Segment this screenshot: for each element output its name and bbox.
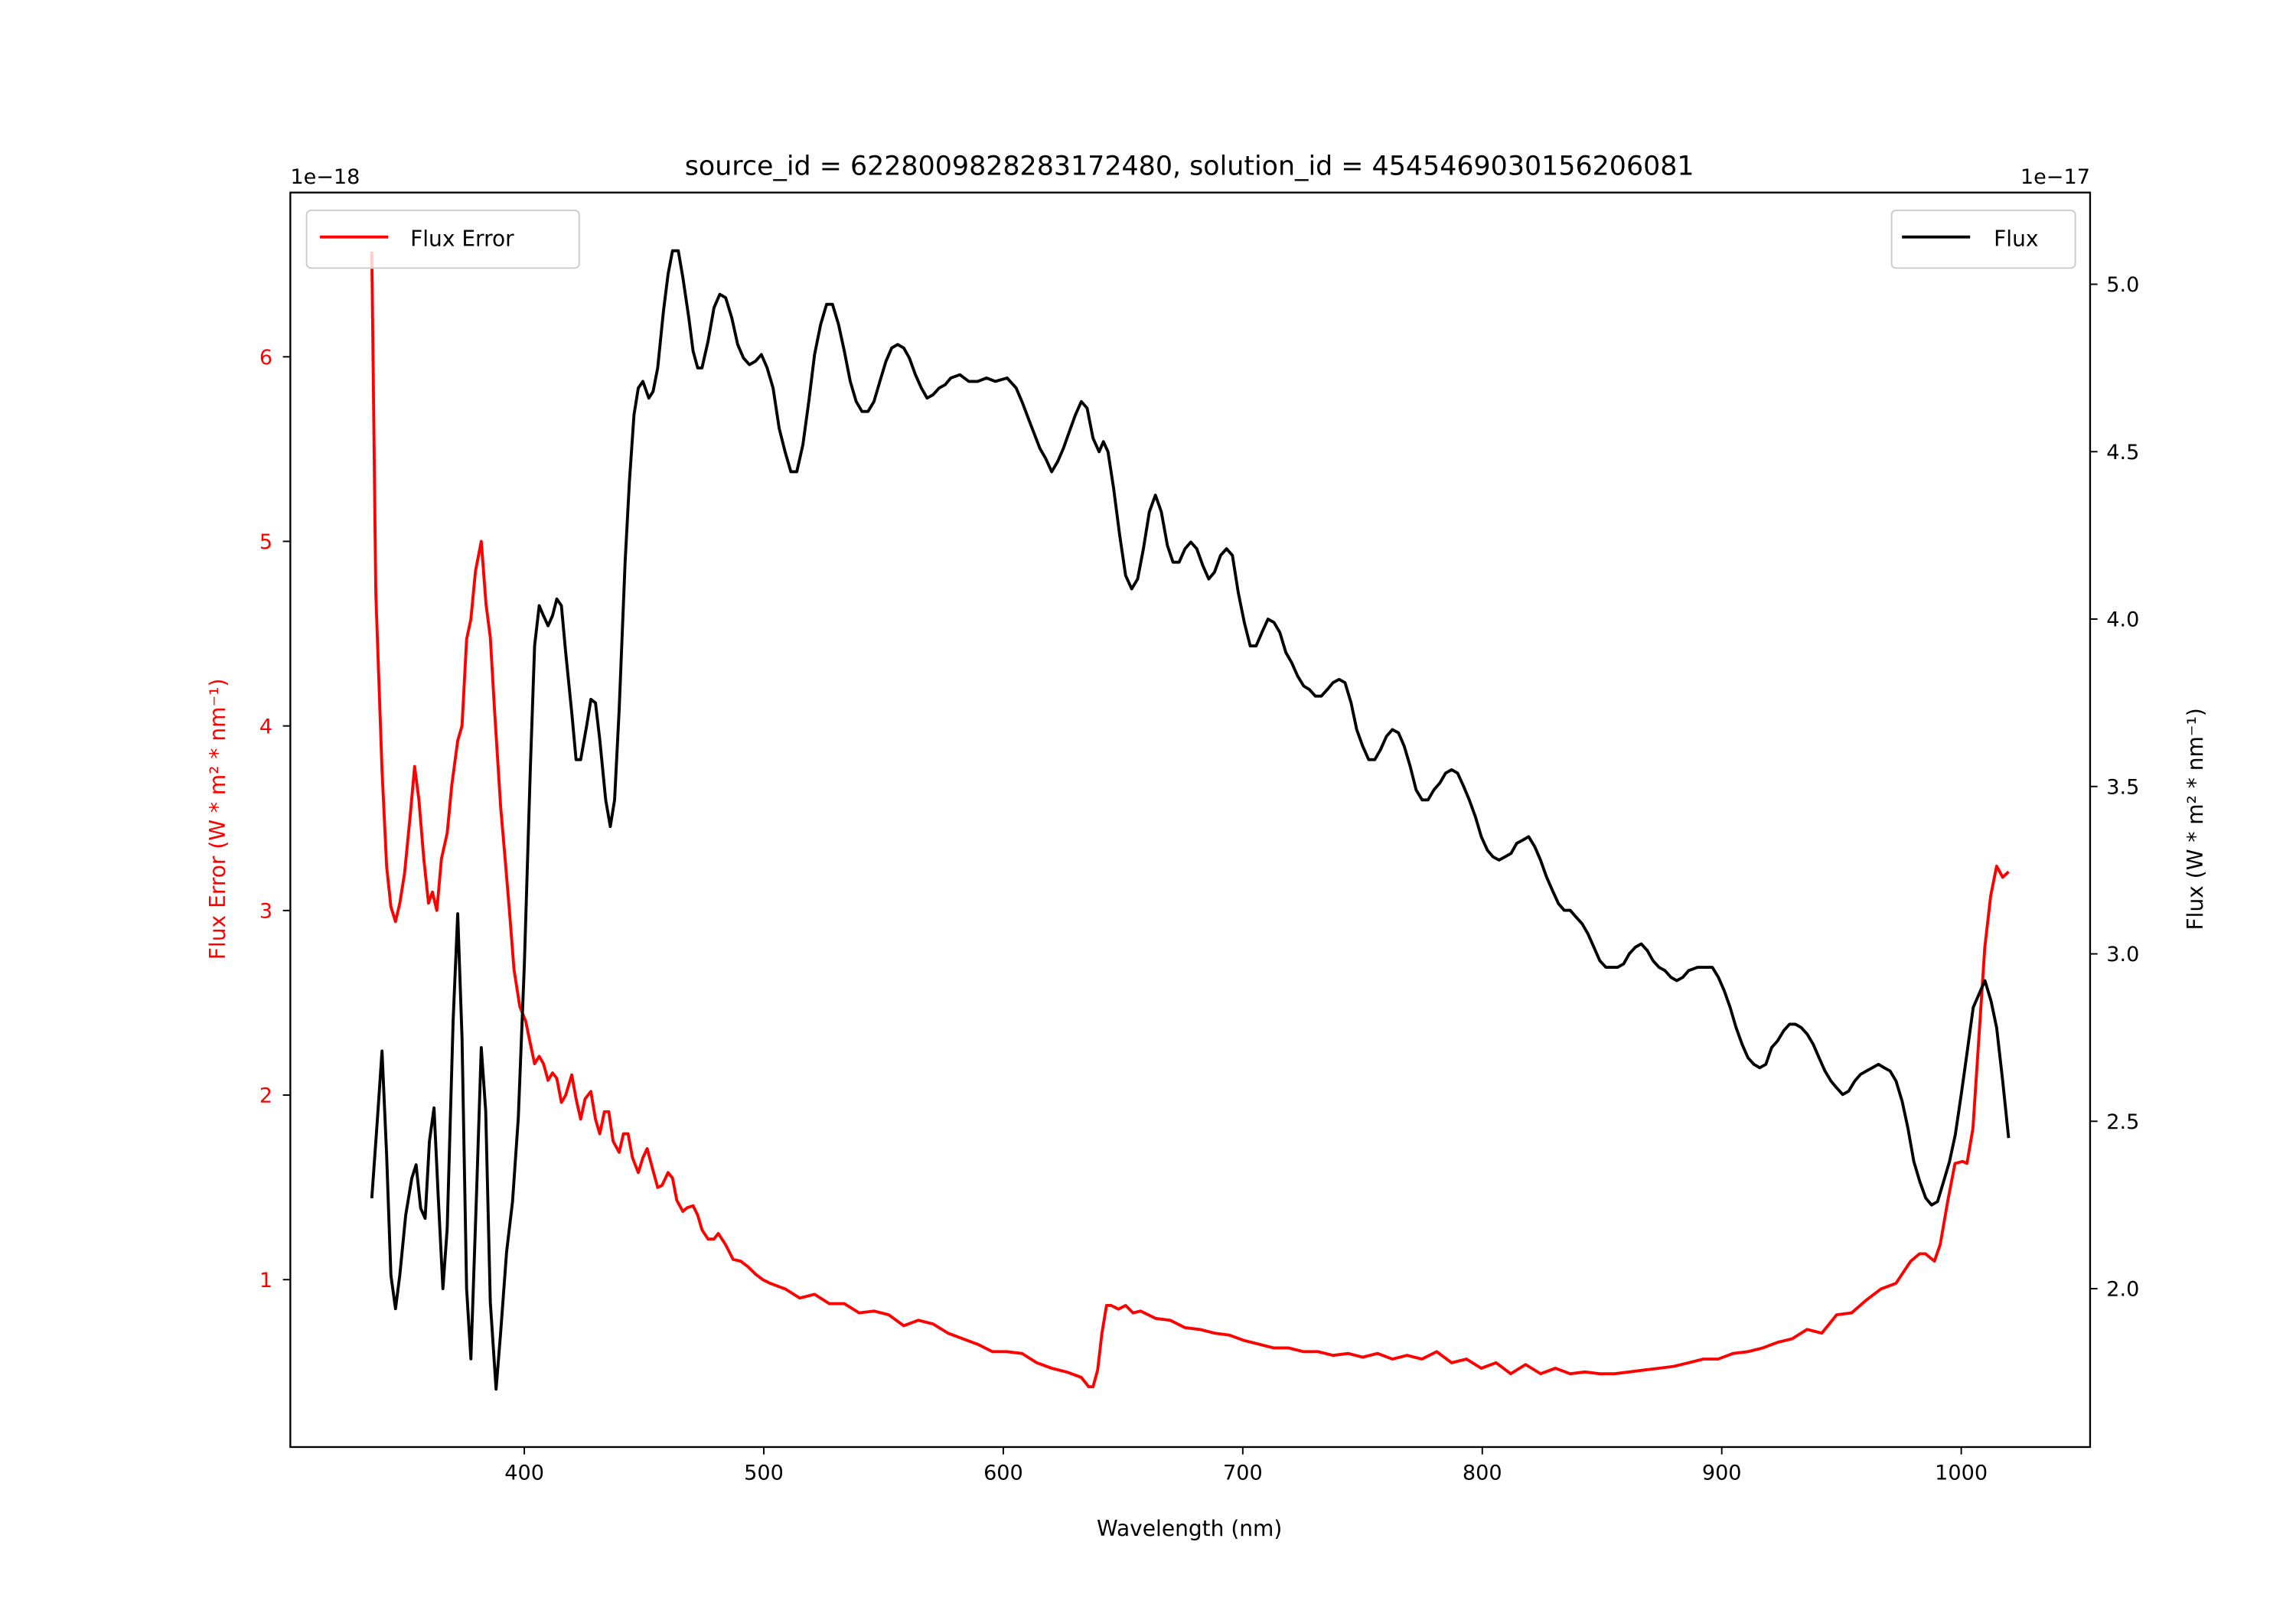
right-y-tick-label: 5.0 (2106, 273, 2139, 297)
chart-title: source_id = 6228009828283172480, solutio… (685, 151, 1694, 181)
series-line-flux-error (370, 251, 2010, 1389)
series-layer (370, 249, 2011, 1391)
legend-flux-error: Flux Error (305, 209, 580, 269)
legend-label-flux-error: Flux Error (410, 226, 514, 251)
x-tick-label: 800 (1463, 1462, 1502, 1485)
left-y-tick-label: 4 (259, 715, 272, 738)
right-y-tick-label: 3.0 (2106, 943, 2139, 966)
x-tick-label: 1000 (1935, 1462, 1988, 1485)
right-y-tick-label: 4.5 (2106, 441, 2139, 464)
left-y-tick-label: 6 (259, 346, 272, 370)
legend-box (305, 209, 580, 269)
x-tick-label: 400 (504, 1462, 544, 1485)
right-y-tick-label: 2.0 (2106, 1278, 2139, 1302)
left-y-tick-label: 3 (259, 900, 272, 924)
legend-flux: Flux (1890, 209, 2076, 269)
left-y-tick-label: 5 (259, 530, 272, 554)
right-y-tick-label: 2.5 (2106, 1110, 2139, 1134)
left-y-axis-label: Flux Error (W * m² * nm⁻¹) (205, 679, 230, 960)
right-axis-offset-label: 1e−17 (2020, 165, 2090, 189)
x-axis-label: Wavelength (nm) (1097, 1516, 1282, 1541)
right-y-tick-label: 3.5 (2106, 775, 2139, 799)
series-line-flux (370, 249, 2011, 1391)
x-tick-label: 600 (983, 1462, 1023, 1485)
right-y-axis-label: Flux (W * m² * nm⁻¹) (2183, 708, 2208, 930)
left-axis-offset-label: 1e−18 (290, 165, 360, 189)
plot-frame (289, 191, 2092, 1449)
x-tick-label: 500 (744, 1462, 784, 1485)
x-tick-label: 900 (1702, 1462, 1742, 1485)
legend-box (1890, 209, 2076, 269)
left-y-tick-label: 2 (259, 1084, 272, 1108)
tick-layer: 400 500 600 700 800 900 1000 1 2 3 4 5 6 2.0 2.5 3.0 3.5… (259, 273, 2139, 1485)
legend-label-flux: Flux (1994, 226, 2038, 251)
x-tick-label: 700 (1223, 1462, 1263, 1485)
right-y-tick-label: 4.0 (2106, 608, 2139, 632)
left-y-tick-label: 1 (259, 1269, 272, 1292)
